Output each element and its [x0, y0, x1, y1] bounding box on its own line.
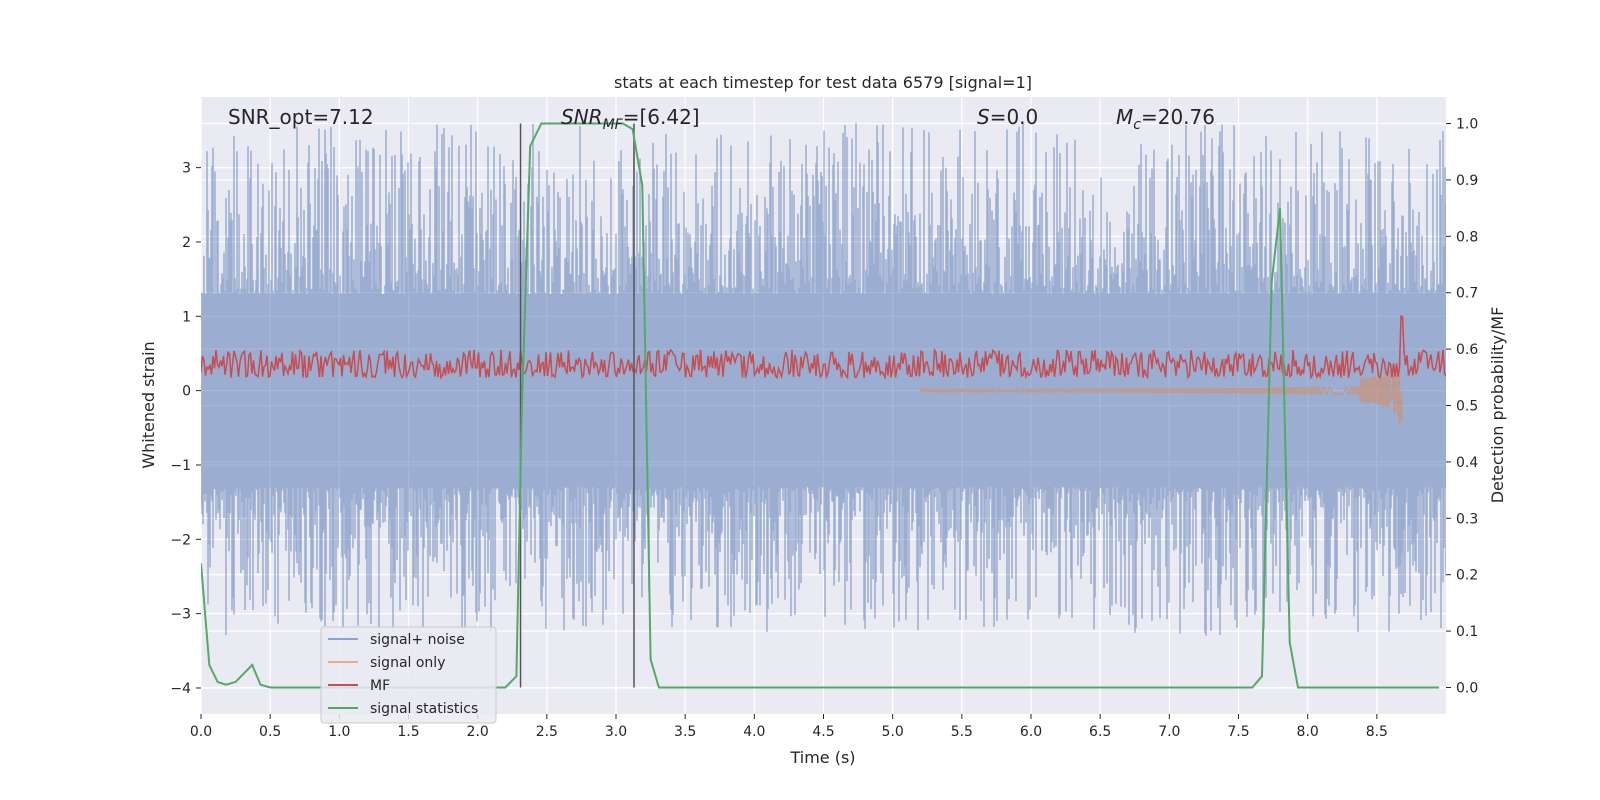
y2-tick-label: 0.8: [1456, 229, 1478, 245]
x-tick-label: 4.0: [743, 724, 765, 740]
x-tick-label: 7.0: [1158, 724, 1180, 740]
s-rest: =0.0: [990, 105, 1039, 129]
y-tick-label: −3: [170, 607, 191, 623]
legend-item-mf: MF: [328, 678, 390, 694]
mc-annotation: Mc=20.76: [1116, 105, 1215, 133]
signal-only-line: [919, 361, 1403, 426]
y-tick-label: −1: [170, 458, 191, 474]
y2-tick-label: 0.4: [1456, 455, 1478, 471]
x-axis-label: Time (s): [789, 748, 855, 767]
mc-rest: =20.76: [1141, 105, 1215, 129]
mc-sub: c: [1133, 117, 1141, 133]
x-tick-label: 5.0: [882, 724, 904, 740]
x-tick-label: 3.5: [674, 724, 696, 740]
detection-markers: [519, 123, 635, 688]
x-tick-label: 1.5: [397, 724, 419, 740]
x-tick-label: 8.0: [1297, 724, 1319, 740]
x-tick-label: 3.0: [605, 724, 627, 740]
x-tick-label: 2.5: [536, 724, 558, 740]
x-tick-label: 7.5: [1227, 724, 1249, 740]
signal-statistics-line: [201, 122, 1440, 689]
legend-label: signal+ noise: [370, 632, 465, 648]
snr-opt-annotation: SNR_opt=7.12: [228, 105, 374, 129]
chart-title: stats at each timestep for test data 657…: [614, 73, 1032, 92]
x-tick-label: 0.5: [259, 724, 281, 740]
snr-mf-sub: MF: [603, 117, 624, 133]
snr-mf-base: SNR: [561, 105, 603, 129]
legend-label: signal statistics: [370, 701, 478, 717]
snr-mf-rest: =[6.42]: [623, 105, 700, 129]
legend-label: signal only: [370, 655, 445, 671]
x-tick-label: 0.0: [190, 724, 212, 740]
x-tick-label: 4.5: [812, 724, 834, 740]
x-tick-label: 1.0: [328, 724, 350, 740]
y2-tick-label: 0.3: [1456, 511, 1478, 527]
x-axis-ticks: 0.0 0.5 1.0 1.5 2.0 2.5 3.0 3.5 4.0 4.5 5.0 5.5 6.0 6…: [190, 714, 1388, 740]
y2-tick-label: 0.1: [1456, 624, 1478, 640]
legend-item-signal-statistics: signal statistics: [328, 701, 478, 717]
y-tick-label: −4: [170, 681, 191, 697]
x-tick-label: 6.5: [1089, 724, 1111, 740]
x-tick-label: 5.5: [951, 724, 973, 740]
snr-mf-annotation: SNRMF=[6.42]: [561, 105, 700, 133]
y-tick-label: 0: [182, 384, 191, 400]
y2-tick-label: 0.7: [1456, 286, 1478, 302]
y2-tick-label: 0.0: [1456, 680, 1478, 696]
y2-tick-label: 0.9: [1456, 173, 1478, 189]
x-tick-label: 2.0: [467, 724, 489, 740]
y-tick-label: 1: [182, 309, 191, 325]
y2-tick-label: 0.2: [1456, 568, 1478, 584]
y-tick-label: 3: [182, 161, 191, 177]
x-tick-label: 6.0: [1020, 724, 1042, 740]
legend-box: [320, 626, 497, 724]
x-tick-label: 8.5: [1366, 724, 1388, 740]
y2-tick-label: 0.5: [1456, 399, 1478, 415]
y-axis-label: Whitened strain: [139, 341, 158, 468]
s-annotation: S=0.0: [977, 105, 1038, 129]
legend: signal+ noise signal only MF signal stat…: [320, 626, 497, 724]
y-tick-label: 2: [182, 235, 191, 251]
s-base: S: [977, 105, 990, 129]
mf-line: [201, 315, 1446, 380]
left-axis-ticks: 3 2 1 0 −1 −2 −3 −4: [170, 161, 201, 697]
y2-tick-label: 1.0: [1456, 117, 1478, 133]
legend-item-signal-plus-noise: signal+ noise: [328, 632, 465, 648]
legend-label: MF: [370, 678, 390, 694]
mc-base: M: [1116, 105, 1133, 129]
right-axis-ticks: 1.0 0.9 0.8 0.7 0.6 0.5 0.4 0.3 0.2 0.1 0.0: [1446, 117, 1478, 696]
y-tick-label: −2: [170, 532, 191, 548]
legend-item-signal-only: signal only: [328, 655, 445, 671]
y2-axis-label: Detection probability/MF: [1488, 307, 1507, 504]
y2-tick-label: 0.6: [1456, 342, 1478, 358]
